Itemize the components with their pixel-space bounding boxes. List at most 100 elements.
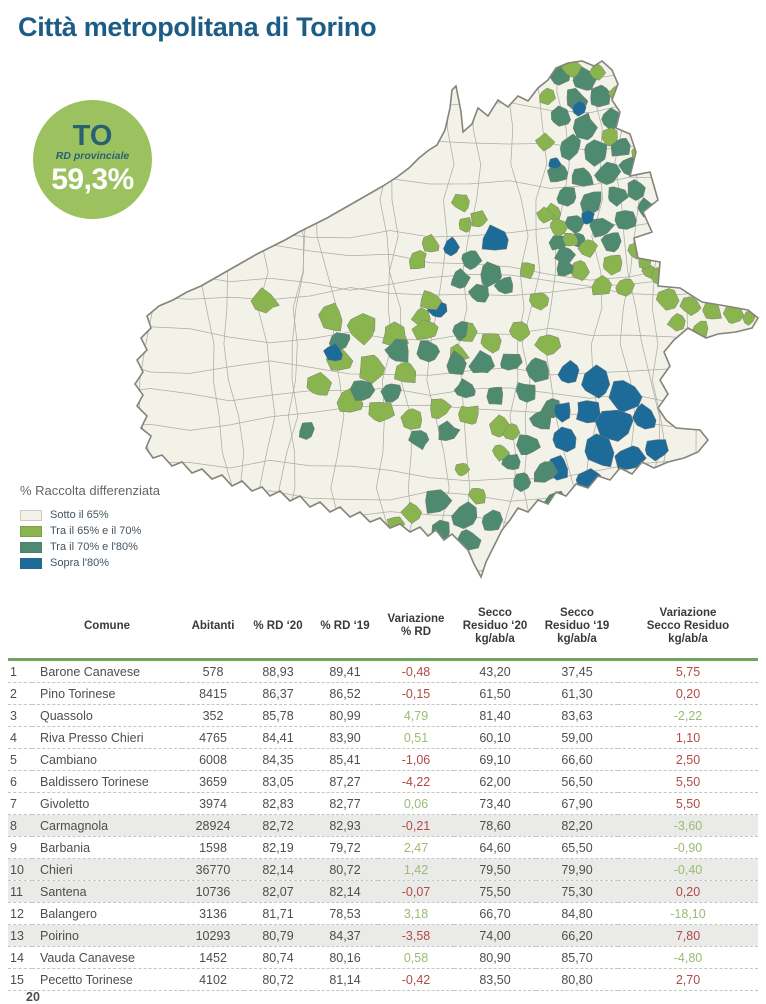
cell-var-rd: -1,06 — [378, 748, 454, 771]
legend-item-1: Tra il 65% e il 70% — [20, 523, 160, 539]
cell-comune: Vauda Canavese — [32, 946, 182, 969]
cell-rd19: 82,14 — [312, 880, 378, 903]
cell-rd20: 82,72 — [244, 814, 312, 837]
cell-secco19: 79,90 — [536, 858, 618, 881]
legend-swatch — [20, 509, 42, 521]
municipality-patches — [250, 61, 756, 560]
cell-abitanti: 10736 — [182, 880, 244, 903]
cell-abitanti: 4102 — [182, 968, 244, 991]
cell-abitanti: 36770 — [182, 858, 244, 881]
cell-secco19: 66,60 — [536, 748, 618, 771]
table-header-row: Comune Abitanti% RD ‘20% RD ‘19 Variazione… — [8, 598, 758, 661]
cell-var-secco: 2,50 — [618, 748, 758, 771]
cell-var-rd: 1,42 — [378, 858, 454, 881]
cell-secco20: 73,40 — [454, 792, 536, 815]
legend-item-0: Sotto il 65% — [20, 507, 160, 523]
cell-rank: 12 — [8, 902, 32, 925]
legend-label: Sopra l'80% — [50, 557, 109, 569]
table-row: 2 Pino Torinese 8415 86,37 86,52 -0,15 61,50 61… — [8, 682, 758, 705]
cell-rd19: 82,77 — [312, 792, 378, 815]
header-secco19: Secco Residuo ‘19 kg/ab/a — [536, 598, 618, 661]
cell-abitanti: 3974 — [182, 792, 244, 815]
cell-var-rd: 0,06 — [378, 792, 454, 815]
province-code: TO — [72, 120, 113, 152]
rd-provincial-value: 59,3% — [51, 163, 134, 196]
cell-rank: 4 — [8, 726, 32, 749]
cell-abitanti: 1452 — [182, 946, 244, 969]
header-rd20: % RD ‘20 — [244, 598, 312, 661]
legend-item-2: Tra il 70% e l'80% — [20, 539, 160, 555]
header-var_rd: Variazione % RD — [378, 598, 454, 661]
cell-var-rd: -4,22 — [378, 770, 454, 793]
cell-rank: 14 — [8, 946, 32, 969]
cell-secco19: 75,30 — [536, 880, 618, 903]
cell-comune: Pino Torinese — [32, 682, 182, 705]
cell-secco19: 61,30 — [536, 682, 618, 705]
table-row: 1 Barone Canavese 578 88,93 89,41 -0,48 43,20 3… — [8, 659, 758, 683]
cell-comune: Pecetto Torinese — [32, 968, 182, 991]
cell-secco19: 83,63 — [536, 704, 618, 727]
table-row: 10 Chieri 36770 82,14 80,72 1,42 79,50 79,90 -0,… — [8, 858, 758, 881]
cell-var-rd: 3,18 — [378, 902, 454, 925]
cell-comune: Cambiano — [32, 748, 182, 771]
table-row: 5 Cambiano 6008 84,35 85,41 -1,06 69,10 66,60 2,… — [8, 748, 758, 771]
cell-secco19: 82,20 — [536, 814, 618, 837]
cell-rank: 6 — [8, 770, 32, 793]
cell-secco20: 66,70 — [454, 902, 536, 925]
data-table: Comune Abitanti% RD ‘20% RD ‘19 Variazione… — [8, 598, 758, 991]
table-row: 7 Givoletto 3974 82,83 82,77 0,06 73,40 67,90 5,… — [8, 792, 758, 815]
map-region-group — [135, 61, 758, 577]
cell-secco19: 80,80 — [536, 968, 618, 991]
cell-rd19: 81,14 — [312, 968, 378, 991]
cell-rd19: 82,93 — [312, 814, 378, 837]
header-comune: Comune — [32, 598, 182, 661]
cell-var-rd: -0,48 — [378, 659, 454, 683]
cell-comune: Baldissero Torinese — [32, 770, 182, 793]
cell-var-secco: -3,60 — [618, 814, 758, 837]
cell-rank: 8 — [8, 814, 32, 837]
cell-var-rd: 0,58 — [378, 946, 454, 969]
cell-secco20: 78,60 — [454, 814, 536, 837]
table-row: 3 Quassolo 352 85,78 80,99 4,79 81,40 83,63 -2,2… — [8, 704, 758, 727]
cell-rd19: 85,41 — [312, 748, 378, 771]
cell-secco20: 62,00 — [454, 770, 536, 793]
cell-var-rd: -0,07 — [378, 880, 454, 903]
map-legend: % Raccolta differenziata Sotto il 65% Tra… — [20, 483, 160, 571]
cell-secco19: 66,20 — [536, 924, 618, 947]
legend-label: Tra il 65% e il 70% — [50, 525, 142, 537]
province-rd-badge: TO RD provinciale 59,3% — [33, 100, 152, 219]
cell-secco20: 74,00 — [454, 924, 536, 947]
header-secco20: Secco Residuo ‘20 kg/ab/a — [454, 598, 536, 661]
table-row: 6 Baldissero Torinese 3659 83,05 87,27 -4,22 6… — [8, 770, 758, 793]
cell-abitanti: 1598 — [182, 836, 244, 859]
cell-comune: Riva Presso Chieri — [32, 726, 182, 749]
cell-rd19: 83,90 — [312, 726, 378, 749]
cell-var-rd: -0,21 — [378, 814, 454, 837]
cell-secco19: 59,00 — [536, 726, 618, 749]
cell-var-secco: 7,80 — [618, 924, 758, 947]
cell-comune: Givoletto — [32, 792, 182, 815]
cell-rd20: 80,72 — [244, 968, 312, 991]
cell-rank: 3 — [8, 704, 32, 727]
cell-abitanti: 6008 — [182, 748, 244, 771]
cell-rd20: 82,19 — [244, 836, 312, 859]
cell-comune: Poirino — [32, 924, 182, 947]
cell-rd19: 86,52 — [312, 682, 378, 705]
table-row: 11 Santena 10736 82,07 82,14 -0,07 75,50 75,30 0… — [8, 880, 758, 903]
cell-rd20: 86,37 — [244, 682, 312, 705]
legend-item-3: Sopra l'80% — [20, 555, 160, 571]
cell-secco19: 37,45 — [536, 659, 618, 683]
legend-title: % Raccolta differenziata — [20, 483, 160, 498]
cell-rd19: 78,53 — [312, 902, 378, 925]
cell-var-secco: -4,80 — [618, 946, 758, 969]
cell-comune: Barbania — [32, 836, 182, 859]
legend-items: Sotto il 65% Tra il 65% e il 70% Tra il 70… — [20, 507, 160, 571]
cell-secco19: 65,50 — [536, 836, 618, 859]
table-row: 15 Pecetto Torinese 4102 80,72 81,14 -0,42 83,… — [8, 968, 758, 991]
cell-secco20: 61,50 — [454, 682, 536, 705]
cell-rank: 9 — [8, 836, 32, 859]
cell-var-secco: 5,50 — [618, 770, 758, 793]
cell-rd20: 83,05 — [244, 770, 312, 793]
cell-comune: Santena — [32, 880, 182, 903]
cell-rd19: 80,99 — [312, 704, 378, 727]
